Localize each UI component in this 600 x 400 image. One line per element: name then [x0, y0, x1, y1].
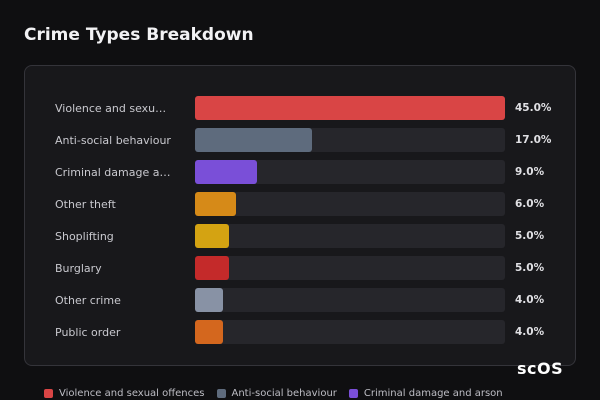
- category-label: Shoplifting: [55, 229, 114, 243]
- category-label: Anti-social behaviour: [55, 133, 171, 147]
- bar-row: Public order 4.0%: [55, 320, 544, 344]
- bar-track: [195, 128, 505, 152]
- legend-swatch: [348, 388, 358, 398]
- bar: [195, 96, 505, 120]
- value-label: 4.0%: [515, 326, 545, 338]
- bar-row: Other crime 4.0%: [55, 288, 544, 312]
- bar-row: Anti-social behaviour 17.0%: [55, 128, 551, 152]
- bar-track: [195, 320, 505, 344]
- value-label: 4.0%: [515, 294, 545, 306]
- category-label: Public order: [55, 325, 121, 339]
- bar-track: [195, 288, 505, 312]
- category-label: Other crime: [55, 293, 121, 307]
- bar: [195, 320, 223, 344]
- value-label: 45.0%: [515, 102, 552, 114]
- bar-row: Violence and sexual offences 45.0%: [55, 96, 551, 120]
- bar: [195, 224, 230, 248]
- bar-row: Other theft 6.0%: [55, 192, 544, 216]
- legend-item: Violence and sexual offences: [44, 386, 205, 400]
- value-label: 9.0%: [515, 166, 545, 178]
- bar-track: [195, 192, 505, 216]
- category-label: Other theft: [55, 197, 116, 211]
- bar-track: [195, 96, 505, 120]
- bar-row: Criminal damage and arson 9.0%: [55, 160, 544, 184]
- bar-track: [195, 224, 505, 248]
- legend-item: Anti-social behaviour: [216, 386, 337, 400]
- bar: [195, 288, 223, 312]
- bar: [195, 128, 313, 152]
- category-label: Violence and sexual offences: [55, 101, 171, 115]
- legend-label: Criminal damage and arson: [363, 387, 503, 399]
- value-label: 5.0%: [515, 230, 545, 242]
- value-label: 5.0%: [515, 262, 545, 274]
- bar-track: [195, 256, 505, 280]
- bar-track: [195, 160, 505, 184]
- legend-item: Criminal damage and arson: [348, 386, 503, 400]
- bar: [195, 256, 230, 280]
- watermark: scOS: [517, 359, 564, 378]
- legend-swatch: [44, 388, 53, 398]
- legend-label: Anti-social behaviour: [231, 387, 337, 399]
- chart-panel: Violence and sexual offences 45.0% Anti-so…: [24, 65, 576, 366]
- bar: [195, 160, 257, 184]
- category-label: Criminal damage and arson: [55, 165, 171, 179]
- value-label: 17.0%: [515, 134, 552, 146]
- legend-swatch: [216, 388, 226, 398]
- bar: [195, 192, 237, 216]
- bar-row: Shoplifting 5.0%: [55, 224, 544, 248]
- chart-title: Crime Types Breakdown: [24, 25, 254, 45]
- value-label: 6.0%: [515, 198, 545, 210]
- bar-row: Burglary 5.0%: [55, 256, 544, 280]
- legend: Violence and sexual offences Anti-social …: [44, 386, 584, 400]
- category-label: Burglary: [55, 261, 102, 275]
- legend-label: Violence and sexual offences: [59, 387, 205, 399]
